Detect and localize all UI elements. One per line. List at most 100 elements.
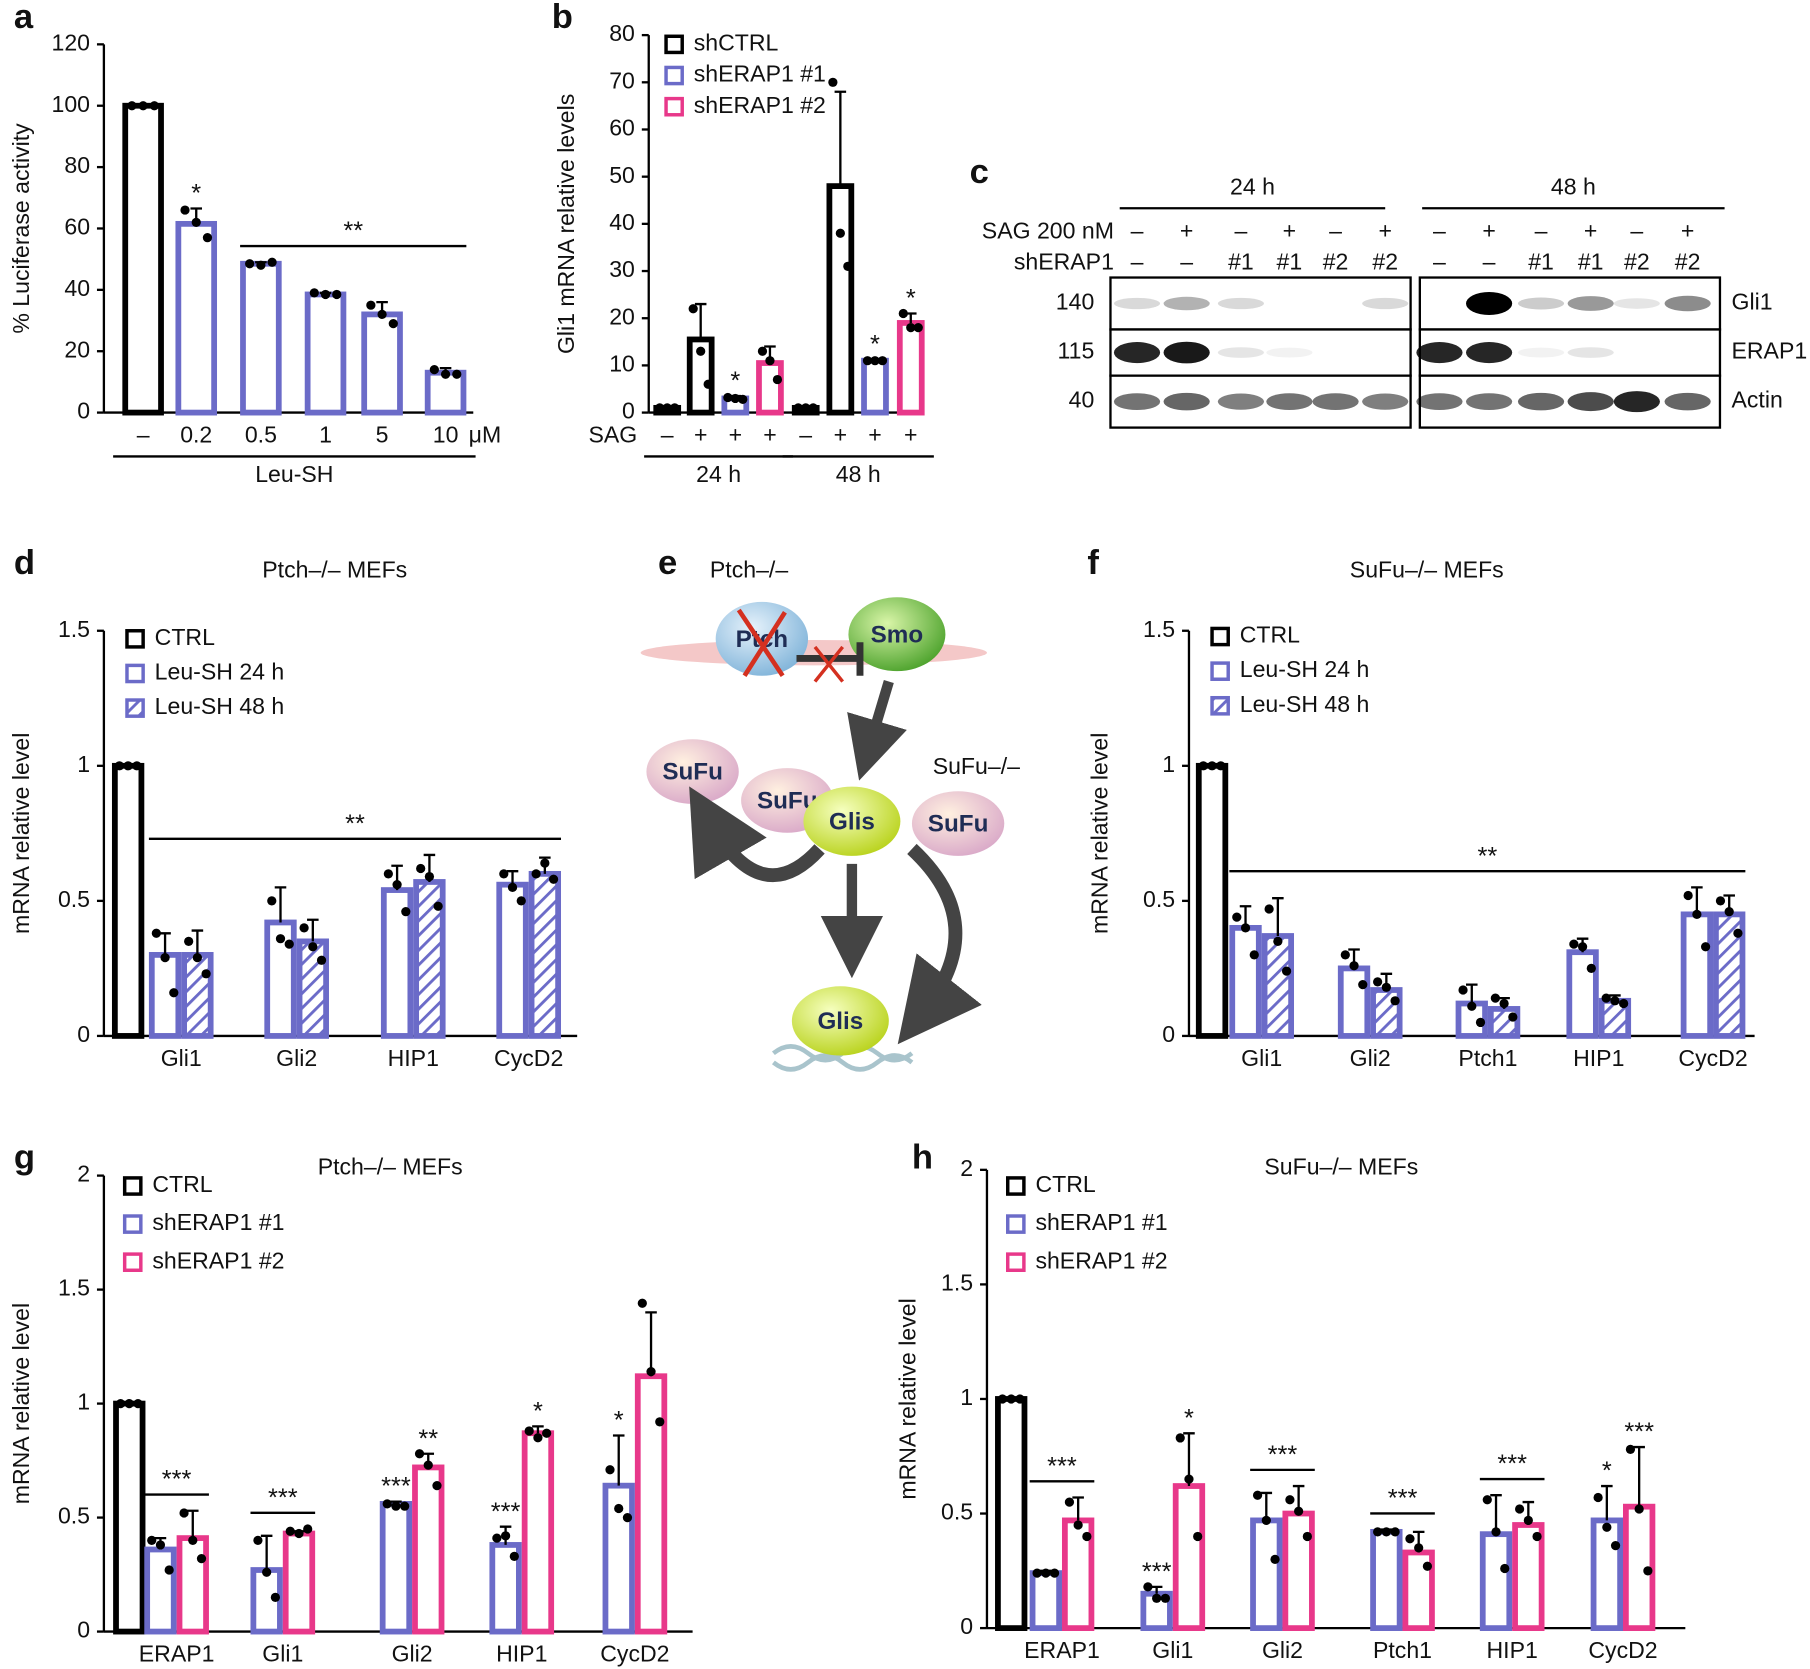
- data-point: [1601, 993, 1611, 1003]
- lane-label: +: [1584, 217, 1597, 243]
- legend-label: shERAP1 #2: [152, 1247, 284, 1273]
- x-tick-label: +: [868, 422, 881, 448]
- data-point: [1207, 761, 1217, 771]
- band: [1416, 393, 1463, 411]
- y-axis-label: mRNA relative level: [895, 1298, 921, 1499]
- data-point: [1041, 1568, 1051, 1578]
- lane-label: –: [1234, 217, 1247, 243]
- lane-label: –: [1433, 217, 1446, 243]
- data-point: [1610, 996, 1620, 1006]
- legend-label: shERAP1 #1: [152, 1209, 284, 1235]
- data-point: [416, 863, 426, 874]
- significance: *: [870, 330, 880, 358]
- data-point: [366, 300, 376, 310]
- data-point: [808, 403, 818, 413]
- data-point: [1006, 1394, 1016, 1404]
- significance: *: [906, 285, 916, 313]
- data-point: [828, 77, 838, 87]
- lane-label: #1: [1277, 248, 1303, 274]
- data-point: [1625, 1444, 1636, 1454]
- significance: *: [614, 1407, 624, 1435]
- legend-label: Leu-SH 24 h: [1240, 656, 1370, 682]
- ptch-receptor: [715, 601, 809, 676]
- bar-chart: f SuFu–/– MEFs mRNA relative level 0 0.5 1 1.5…: [1086, 544, 1755, 1071]
- error-bar: [834, 90, 847, 187]
- band: [1312, 393, 1359, 411]
- band: [1416, 342, 1463, 364]
- time-point: 48 h: [1551, 173, 1596, 199]
- band: [1113, 342, 1161, 364]
- panel-letter: c: [970, 153, 989, 191]
- data-point: [877, 356, 888, 366]
- bar: [1029, 1570, 1062, 1631]
- x-tick-label: Gli2: [1262, 1637, 1303, 1663]
- blot-frame: [1109, 276, 1412, 331]
- significance: ***: [1268, 1441, 1298, 1469]
- data-point: [1422, 1561, 1433, 1571]
- band: [1362, 393, 1409, 410]
- bar: [861, 357, 889, 416]
- data-point: [151, 928, 161, 938]
- x-tick-label: HIP1: [496, 1641, 547, 1667]
- lane-label: #2: [1372, 248, 1398, 274]
- error-bar: [307, 918, 319, 942]
- y-tick-label: 1: [960, 1384, 973, 1410]
- error-bar: [645, 1311, 657, 1377]
- data-point: [391, 1501, 401, 1511]
- node-label: Glis: [817, 1008, 863, 1035]
- data-point: [655, 1417, 665, 1427]
- legend-label: shERAP1 #2: [694, 92, 826, 118]
- chart-title: Ptch–/– MEFs: [318, 1153, 463, 1179]
- bar: [496, 881, 529, 1039]
- y-tick-label: 0: [77, 1617, 90, 1643]
- data-point: [1390, 1527, 1400, 1537]
- bar: [296, 938, 329, 1039]
- data-point: [133, 1398, 143, 1409]
- data-point: [299, 923, 309, 933]
- data-point: [275, 934, 286, 944]
- data-point: [913, 323, 923, 333]
- lane-label: #2: [1675, 248, 1701, 274]
- data-point: [1373, 1527, 1383, 1537]
- bar: [412, 1464, 445, 1635]
- node-label: SuFu: [928, 811, 989, 838]
- legend-label: CTRL: [1240, 622, 1300, 648]
- data-point: [533, 1433, 543, 1443]
- data-point: [284, 939, 294, 949]
- node-label: SuFu: [662, 759, 723, 786]
- bar: [380, 887, 414, 1039]
- smo-receptor: [848, 597, 946, 672]
- panel-letter: d: [14, 544, 35, 582]
- genotype: Ptch–/–: [710, 557, 788, 583]
- x-tick-label: Gli1: [1152, 1637, 1193, 1663]
- data-point: [1475, 1017, 1486, 1028]
- node-label: Glis: [829, 808, 875, 835]
- data-point: [1381, 982, 1391, 992]
- panel-letter: g: [14, 1139, 35, 1177]
- y-tick-label: 2: [960, 1155, 973, 1181]
- data-point: [179, 1508, 189, 1518]
- data-point: [1491, 1527, 1501, 1537]
- y-tick-label: 2: [77, 1161, 90, 1187]
- x-tick-label: Gli2: [276, 1045, 317, 1071]
- data-point: [1152, 1593, 1162, 1603]
- y-tick-label: 0.5: [1143, 886, 1175, 912]
- band: [1466, 393, 1513, 411]
- data-point: [123, 761, 133, 771]
- data-point: [308, 942, 318, 952]
- group-label: Leu-SH: [255, 461, 333, 487]
- band: [1266, 347, 1313, 358]
- x-tick-label: ERAP1: [139, 1641, 215, 1667]
- legend-label: CTRL: [152, 1171, 212, 1197]
- data-point: [1390, 996, 1400, 1006]
- data-point: [646, 1367, 656, 1377]
- data-point: [1733, 928, 1743, 938]
- error-bar: [612, 1434, 625, 1486]
- error-bar: [191, 929, 204, 955]
- node-label: Smo: [871, 621, 924, 648]
- data-point: [730, 393, 740, 404]
- x-tick-label: HIP1: [1487, 1637, 1538, 1663]
- chart-title: Ptch–/– MEFs: [262, 557, 407, 583]
- data-point: [201, 969, 211, 979]
